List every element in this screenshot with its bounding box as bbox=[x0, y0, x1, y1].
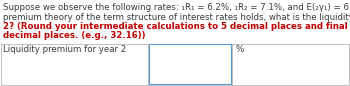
Text: Suppose we observe the following rates: ₁R₁ = 6.2%, ₁R₂ = 7.1%, and E(₂γ₁) = 6.2: Suppose we observe the following rates: … bbox=[3, 3, 350, 12]
FancyBboxPatch shape bbox=[149, 44, 231, 84]
Text: decimal places. (e.g., 32.16)): decimal places. (e.g., 32.16)) bbox=[3, 31, 146, 41]
Text: %: % bbox=[235, 45, 243, 54]
Text: Liquidity premium for year 2: Liquidity premium for year 2 bbox=[3, 45, 126, 54]
Text: premium theory of the term structure of interest rates holds, what is the liquid: premium theory of the term structure of … bbox=[3, 12, 350, 22]
Text: 2? (Round your intermediate calculations to 5 decimal places and final percentag: 2? (Round your intermediate calculations… bbox=[3, 22, 350, 31]
